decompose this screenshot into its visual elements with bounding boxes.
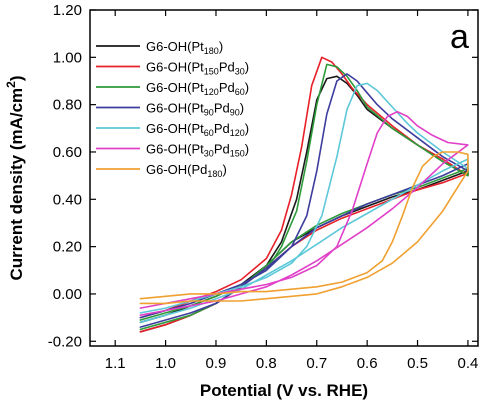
y-axis-title-main: Current density (mA/cm: [7, 88, 26, 281]
legend-label: G6-OH(Pt150Pd30): [146, 60, 249, 77]
x-tick-label: 1.1: [105, 355, 126, 372]
plot-frame: [89, 9, 479, 347]
x-tick-label: 0.9: [206, 355, 227, 372]
legend-label: G6-OH(Pd180): [146, 162, 227, 179]
y-tick-label: -0.20: [48, 333, 82, 350]
y-tick-label: 0.60: [53, 144, 82, 161]
panel-label: a: [450, 18, 469, 56]
x-tick-label: 1.0: [155, 355, 176, 372]
y-tick-label: 1.20: [53, 2, 82, 19]
y-tick-label: 0.20: [53, 239, 82, 256]
axis-ticks: 1.1 1.0 0.9 0.8 0.7 0.6 0.5 0.4 -0.20 0.00 0.20 0.4…: [48, 2, 479, 372]
y-tick-label: 0.40: [53, 191, 82, 208]
y-tick-label: 1.00: [53, 49, 82, 66]
series-line-1: [139, 56, 469, 333]
y-axis-title-superscript: 2: [4, 81, 18, 88]
x-tick-label: 0.8: [256, 355, 277, 372]
series-line-3: [139, 73, 469, 328]
y-tick-label: 0.00: [53, 286, 82, 303]
x-tick-label: 0.6: [357, 355, 378, 372]
x-tick-label: 0.7: [306, 355, 327, 372]
y-tick-label: 0.80: [53, 97, 82, 114]
series-line-2: [139, 63, 469, 331]
x-axis-title: Potential (V vs. RHE): [200, 381, 368, 400]
series-line-4: [139, 82, 469, 324]
legend: G6-OH(Pt180) G6-OH(Pt150Pd30) G6-OH(Pt120P…: [96, 39, 249, 179]
x-tick-label: 0.5: [407, 355, 428, 372]
legend-label: G6-OH(Pt120Pd60): [146, 80, 249, 97]
legend-label: G6-OH(Pt30Pd150): [146, 142, 249, 159]
x-tick-label: 0.4: [457, 355, 478, 372]
y-axis-title-close: ): [7, 75, 26, 81]
series-group: [139, 56, 469, 333]
series-line-5: [139, 110, 469, 316]
legend-label: G6-OH(Pt60Pd120): [146, 121, 249, 138]
series-line-6: [139, 151, 469, 305]
legend-label: G6-OH(Pt180): [146, 39, 223, 56]
y-axis-title: Current density (mA/cm2): [4, 75, 26, 280]
legend-label: G6-OH(Pt90Pd90): [146, 101, 244, 118]
